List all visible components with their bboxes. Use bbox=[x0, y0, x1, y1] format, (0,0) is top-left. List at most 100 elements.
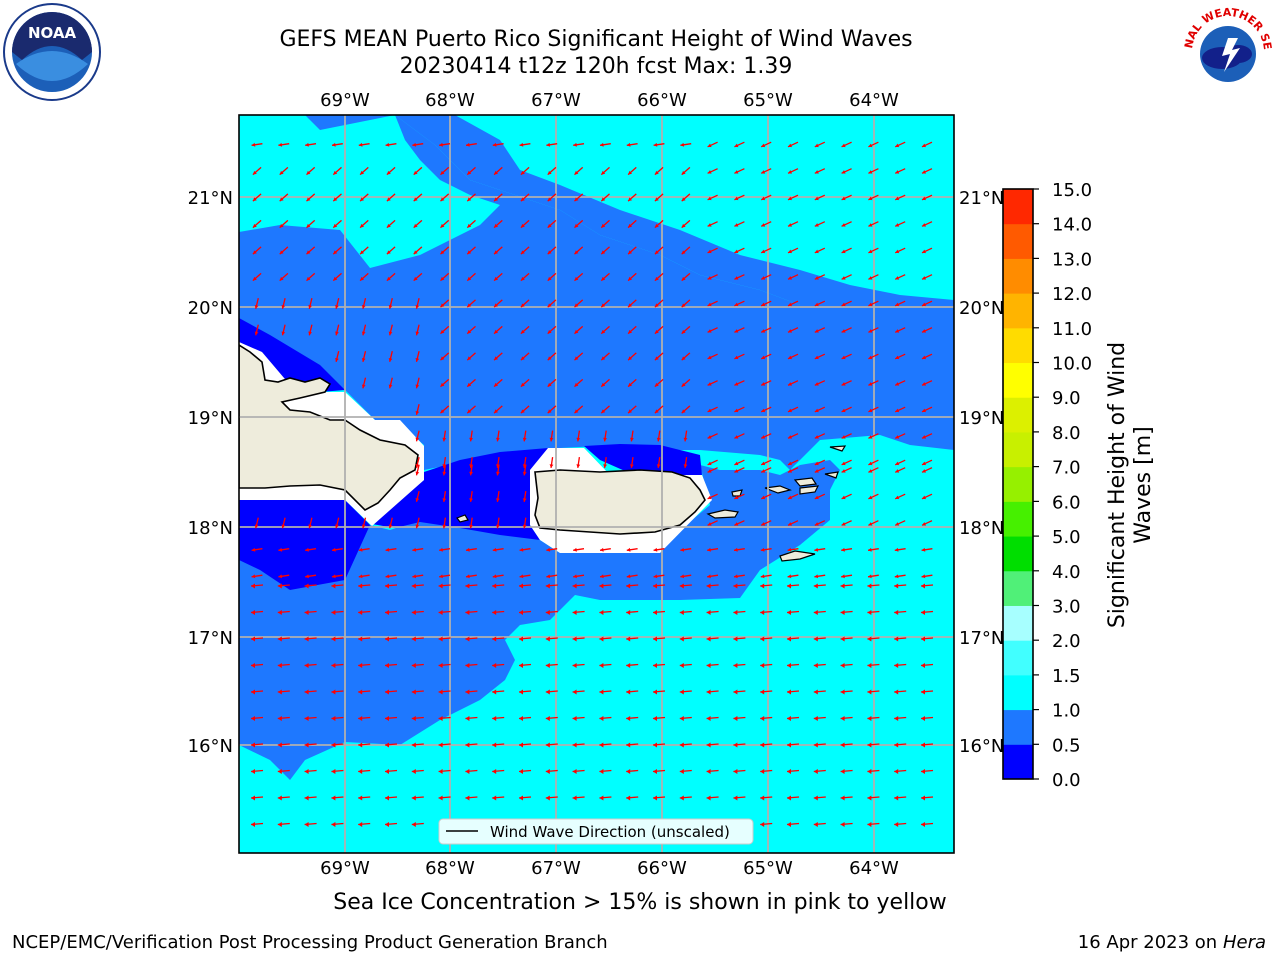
colorbar-segment bbox=[1003, 536, 1033, 572]
wind-arrow-head bbox=[626, 795, 631, 801]
wind-arrow-head bbox=[572, 663, 577, 668]
wind-arrow-head bbox=[787, 742, 791, 748]
wind-arrow-head bbox=[469, 498, 473, 502]
wind-arrow-head bbox=[469, 437, 473, 442]
wind-arrow-head bbox=[867, 769, 872, 774]
wind-arrow-head bbox=[707, 329, 712, 333]
wind-arrow-head bbox=[761, 196, 766, 201]
wind-arrow-head bbox=[467, 223, 472, 228]
wind-arrow-head bbox=[600, 142, 604, 147]
wind-arrow-head bbox=[520, 197, 525, 202]
wind-arrow-head bbox=[308, 524, 312, 529]
wind-arrow-head bbox=[761, 522, 766, 526]
wind-arrow-head bbox=[415, 331, 420, 336]
wind-arrow-head bbox=[654, 409, 659, 414]
wind-arrow-head bbox=[679, 769, 684, 774]
wind-arrow-head bbox=[281, 524, 286, 529]
wind-arrow-head bbox=[787, 547, 792, 552]
wind-arrow-head bbox=[277, 689, 282, 695]
colorbar-frame bbox=[1002, 188, 1034, 780]
wind-arrow-head bbox=[547, 197, 552, 202]
wind-arrow-head bbox=[440, 170, 445, 175]
wind-arrow-head bbox=[683, 437, 688, 442]
wind-arrow-head bbox=[679, 716, 684, 721]
wind-arrow-head bbox=[361, 524, 366, 529]
wind-arrow-head bbox=[519, 689, 523, 695]
wind-arrow-head bbox=[599, 769, 604, 774]
wind-arrow-head bbox=[761, 276, 766, 280]
wind-arrow-head bbox=[868, 302, 873, 307]
lon-label: 68°W bbox=[425, 858, 475, 879]
wind-arrow-head bbox=[895, 469, 900, 473]
wind-arrow-head bbox=[519, 795, 523, 801]
wind-arrow-head bbox=[519, 742, 523, 748]
wind-arrow-head bbox=[630, 464, 634, 468]
wind-arrow-head bbox=[707, 355, 712, 360]
wind-arrow-head bbox=[894, 583, 899, 589]
wind-arrow-head bbox=[601, 276, 606, 281]
wind-arrow-head bbox=[841, 302, 846, 307]
wind-arrow-head bbox=[841, 223, 846, 227]
wind-arrow-head bbox=[465, 795, 470, 801]
wind-arrow-head bbox=[599, 742, 604, 748]
wind-arrow-head bbox=[867, 583, 872, 589]
wind-arrow-head bbox=[814, 574, 819, 579]
wind-arrow-head bbox=[679, 689, 684, 695]
lon-label: 68°W bbox=[425, 90, 475, 111]
wind-arrow-head bbox=[681, 276, 686, 281]
wind-arrow-head bbox=[308, 331, 312, 336]
wind-arrow-head bbox=[841, 355, 846, 360]
land-mona-island bbox=[456, 514, 469, 523]
chart-title-line1: GEFS MEAN Puerto Rico Significant Height… bbox=[279, 27, 913, 52]
wind-arrow-head bbox=[496, 471, 500, 476]
wind-arrow-head bbox=[492, 663, 497, 668]
wind-arrow-head bbox=[895, 495, 900, 500]
wind-arrow-head bbox=[519, 716, 523, 721]
lat-label: 16°N bbox=[959, 736, 1004, 757]
wind-arrow-head bbox=[734, 495, 739, 500]
wind-arrow-head bbox=[251, 822, 255, 827]
wind-arrow-head bbox=[628, 356, 632, 361]
lat-label: 17°N bbox=[959, 628, 1004, 649]
wind-arrow-head bbox=[840, 742, 845, 748]
wind-arrow-head bbox=[894, 636, 899, 642]
wind-arrow-head bbox=[277, 663, 282, 668]
wind-arrow-head bbox=[522, 524, 527, 529]
wind-arrow-head bbox=[388, 524, 393, 529]
wind-arrow-head bbox=[546, 142, 551, 147]
wind-arrow-head bbox=[707, 547, 711, 552]
wind-arrow-head bbox=[868, 574, 872, 579]
wind-arrow-head bbox=[305, 574, 309, 579]
wind-arrow-head bbox=[440, 356, 445, 361]
wind-arrow-head bbox=[412, 547, 417, 552]
wind-arrow-head bbox=[733, 583, 738, 589]
wind-arrow-head bbox=[734, 223, 739, 227]
wind-arrow-head bbox=[278, 574, 283, 579]
wind-arrow-head bbox=[868, 143, 873, 148]
wind-arrow-head bbox=[867, 742, 872, 748]
wind-arrow-head bbox=[706, 769, 711, 774]
wind-arrow-head bbox=[466, 547, 470, 552]
wind-arrow-head bbox=[547, 303, 552, 308]
wind-arrow-head bbox=[599, 689, 604, 695]
wind-arrow-head bbox=[840, 610, 845, 615]
colorbar-segment bbox=[1003, 605, 1033, 641]
wind-arrow-head bbox=[281, 305, 286, 309]
wind-arrow-head bbox=[492, 574, 497, 579]
wind-arrow-head bbox=[922, 408, 926, 413]
wind-arrow-head bbox=[251, 795, 255, 801]
wind-arrow-head bbox=[574, 250, 579, 255]
wind-arrow-head bbox=[440, 197, 445, 202]
wind-arrow-head bbox=[492, 583, 497, 589]
wind-arrow-head bbox=[494, 250, 498, 255]
noaa-logo: NOAA bbox=[3, 3, 101, 101]
wind-arrow-head bbox=[358, 583, 363, 589]
wind-arrow-head bbox=[304, 583, 309, 589]
wind-arrow-head bbox=[277, 795, 282, 801]
wind-arrow-head bbox=[492, 742, 497, 748]
wind-arrow-head bbox=[813, 610, 818, 615]
wind-arrow-head bbox=[304, 689, 309, 695]
wind-arrow-head bbox=[653, 769, 657, 774]
wind-arrow-head bbox=[681, 382, 686, 387]
colorbar-tick-label: 10.0 bbox=[1052, 354, 1092, 375]
